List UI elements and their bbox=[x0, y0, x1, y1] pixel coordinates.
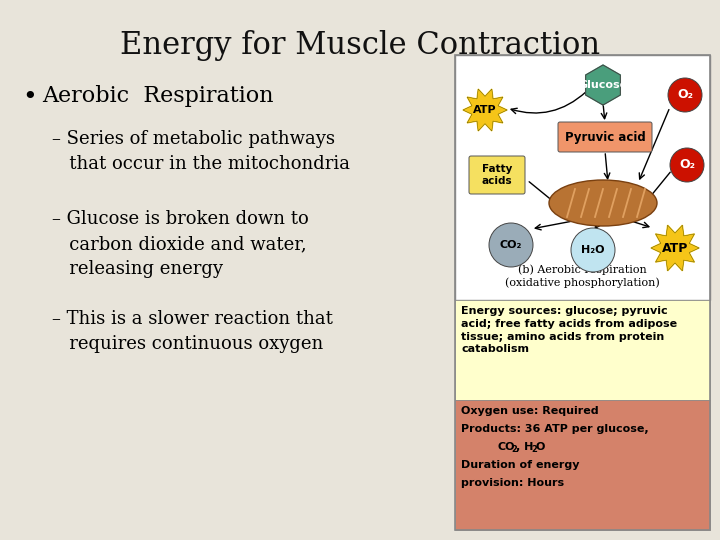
Text: 2: 2 bbox=[531, 445, 537, 454]
Bar bbox=[455, 300, 710, 400]
Text: , H: , H bbox=[516, 442, 534, 452]
Text: O₂: O₂ bbox=[679, 159, 695, 172]
Text: Oxygen use: Required: Oxygen use: Required bbox=[461, 406, 598, 416]
Text: •: • bbox=[22, 85, 37, 109]
Text: Energy sources: glucose; pyruvic
acid; free fatty acids from adipose
tissue; ami: Energy sources: glucose; pyruvic acid; f… bbox=[461, 306, 677, 354]
Text: CO₂: CO₂ bbox=[500, 240, 522, 250]
Polygon shape bbox=[463, 89, 507, 131]
Text: – This is a slower reaction that
   requires continuous oxygen: – This is a slower reaction that require… bbox=[52, 310, 333, 353]
Text: Duration of energy: Duration of energy bbox=[461, 460, 580, 470]
Text: provision: Hours: provision: Hours bbox=[461, 478, 564, 488]
Text: H₂O: H₂O bbox=[581, 245, 605, 255]
Bar bbox=[455, 55, 710, 300]
Text: Products: 36 ATP per glucose,: Products: 36 ATP per glucose, bbox=[461, 424, 649, 434]
Text: Fatty
acids: Fatty acids bbox=[482, 164, 513, 186]
Polygon shape bbox=[585, 65, 621, 105]
Text: – Glucose is broken down to
   carbon dioxide and water,
   releasing energy: – Glucose is broken down to carbon dioxi… bbox=[52, 210, 309, 278]
Bar bbox=[455, 55, 710, 530]
Text: ATP: ATP bbox=[473, 105, 497, 115]
Text: 2: 2 bbox=[511, 445, 517, 454]
Text: O₂: O₂ bbox=[677, 89, 693, 102]
Text: – Series of metabolic pathways
   that occur in the mitochondria: – Series of metabolic pathways that occu… bbox=[52, 130, 350, 173]
Bar bbox=[455, 400, 710, 530]
Text: (b) Aerobic respiration
(oxidative phosphorylation): (b) Aerobic respiration (oxidative phosp… bbox=[505, 264, 660, 288]
Text: O: O bbox=[536, 442, 545, 452]
Circle shape bbox=[670, 148, 704, 182]
Circle shape bbox=[489, 223, 533, 267]
Text: Glucose: Glucose bbox=[578, 80, 628, 90]
Ellipse shape bbox=[549, 180, 657, 226]
Text: Pyruvic acid: Pyruvic acid bbox=[564, 131, 645, 144]
FancyBboxPatch shape bbox=[558, 122, 652, 152]
Circle shape bbox=[668, 78, 702, 112]
Text: Aerobic  Respiration: Aerobic Respiration bbox=[42, 85, 274, 107]
Circle shape bbox=[571, 228, 615, 272]
FancyBboxPatch shape bbox=[469, 156, 525, 194]
Text: Energy for Muscle Contraction: Energy for Muscle Contraction bbox=[120, 30, 600, 61]
Text: CO: CO bbox=[497, 442, 515, 452]
Text: ATP: ATP bbox=[662, 241, 688, 254]
Polygon shape bbox=[651, 225, 699, 271]
